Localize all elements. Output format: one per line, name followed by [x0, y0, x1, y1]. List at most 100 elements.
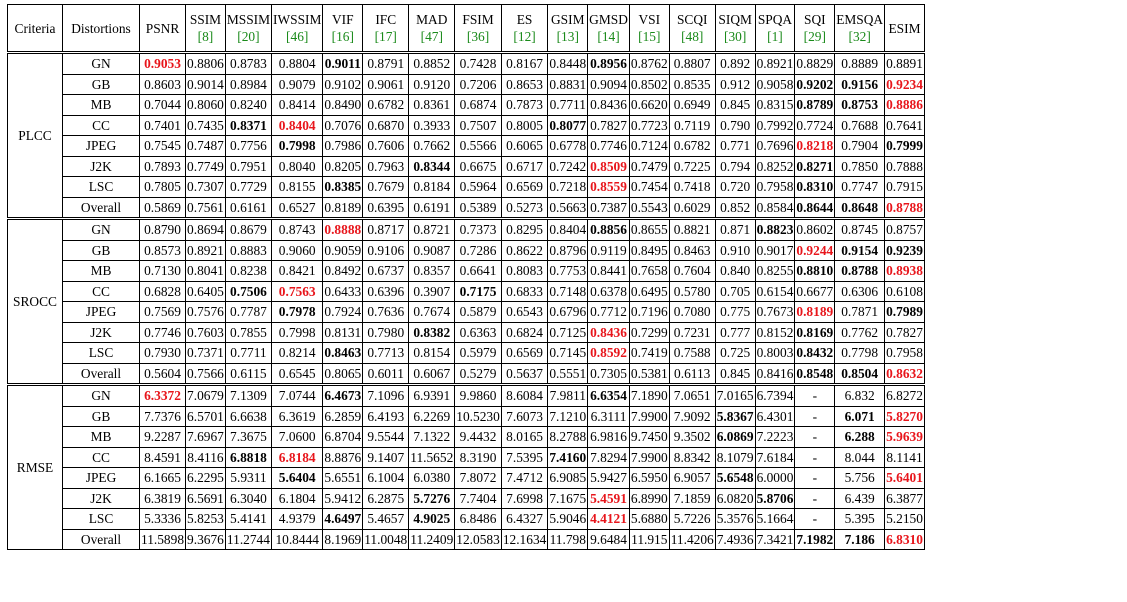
method-citation[interactable]: [32] — [848, 29, 871, 44]
value-cell: 0.7419 — [628, 342, 670, 364]
value-cell: 0.7787 — [224, 301, 273, 323]
value-cell: 8.3190 — [454, 446, 502, 468]
value-cell: 0.7305 — [587, 362, 630, 385]
value-cell: 11.5898 — [138, 528, 187, 550]
table-row: MB 0.7130 0.8041 0.8238 0.8421 0.8492 0.6737 0.… — [8, 260, 925, 282]
value-cell: 0.8385 — [322, 176, 364, 198]
value-cell: 0.7873 — [500, 94, 549, 116]
method-citation[interactable]: [30] — [723, 29, 747, 44]
method-citation[interactable]: [1] — [767, 29, 783, 44]
value-cell: 0.8065 — [322, 362, 364, 385]
value-cell: 0.7805 — [138, 176, 187, 198]
method-header: MAD [47] — [408, 4, 456, 53]
method-name: VIF — [332, 12, 354, 27]
method-citation[interactable]: [15] — [638, 29, 661, 44]
method-citation[interactable]: [12] — [513, 29, 536, 44]
value-cell: 0.8655 — [628, 217, 670, 241]
value-cell: 0.6306 — [834, 280, 886, 302]
method-citation[interactable]: [29] — [803, 29, 826, 44]
value-cell: 7.1675 — [547, 487, 589, 509]
method-name: EMSQA — [836, 12, 884, 27]
value-cell: 6.1804 — [271, 487, 324, 509]
method-citation[interactable]: [47] — [420, 29, 443, 44]
value-cell: 6.0000 — [754, 467, 796, 489]
value-cell: 0.8155 — [271, 176, 324, 198]
value-cell: 0.7746 — [587, 135, 630, 157]
value-cell: 0.8502 — [628, 73, 670, 95]
value-cell: 0.7963 — [362, 155, 410, 177]
value-cell: 0.6782 — [362, 94, 410, 116]
value-cell: - — [794, 487, 836, 509]
value-cell: 0.9234 — [884, 73, 925, 95]
value-cell: 0.8806 — [185, 51, 226, 75]
method-citation[interactable]: [16] — [331, 29, 354, 44]
method-citation[interactable]: [14] — [597, 29, 620, 44]
method-citation[interactable]: [46] — [286, 29, 309, 44]
method-header: VIF [16] — [322, 4, 364, 53]
value-cell: 6.439 — [834, 487, 886, 509]
value-cell: 0.9058 — [754, 73, 796, 95]
value-cell: 0.8404 — [271, 114, 324, 136]
value-cell: 0.8432 — [794, 342, 836, 364]
value-cell: 8.8876 — [322, 446, 364, 468]
value-cell: 0.7641 — [884, 114, 925, 136]
value-cell: 0.8218 — [794, 135, 836, 157]
value-cell: 6.0820 — [714, 487, 756, 509]
value-cell: 0.8509 — [587, 155, 630, 177]
method-citation[interactable]: [8] — [197, 29, 214, 44]
value-cell: 0.8490 — [322, 94, 364, 116]
value-cell: 7.186 — [834, 528, 886, 550]
value-cell: 0.8757 — [884, 217, 925, 241]
value-cell: 0.7958 — [884, 342, 925, 364]
value-cell: 0.7749 — [185, 155, 226, 177]
value-cell: 0.8310 — [794, 176, 836, 198]
value-cell: 7.6184 — [754, 446, 796, 468]
value-cell: 0.7711 — [547, 94, 589, 116]
value-cell: 0.852 — [714, 196, 756, 219]
method-citation[interactable]: [13] — [556, 29, 579, 44]
method-header: ESIM — [884, 4, 925, 53]
distortion-cell: GB — [62, 405, 140, 427]
value-cell: 0.720 — [714, 176, 756, 198]
criteria-cell: SROCC — [7, 217, 63, 385]
value-cell: 0.6870 — [362, 114, 410, 136]
value-cell: 0.8791 — [362, 51, 410, 75]
value-cell: 0.7401 — [138, 114, 187, 136]
value-cell: 0.6778 — [547, 135, 589, 157]
value-cell: 0.8823 — [754, 217, 796, 241]
value-cell: 0.8271 — [794, 155, 836, 177]
value-cell: 0.6065 — [500, 135, 549, 157]
value-cell: 0.7893 — [138, 155, 187, 177]
value-cell: 11.915 — [628, 528, 670, 550]
distortion-cell: CC — [62, 114, 140, 136]
value-cell: 0.5637 — [500, 362, 549, 385]
value-cell: 11.0048 — [362, 528, 410, 550]
value-cell: 0.8060 — [185, 94, 226, 116]
value-cell: 6.3372 — [138, 383, 187, 407]
value-cell: 0.5389 — [454, 196, 502, 219]
value-cell: 0.8492 — [322, 260, 364, 282]
value-cell: 12.0583 — [454, 528, 502, 550]
method-name: SIQM — [718, 12, 752, 27]
value-cell: 0.8788 — [834, 260, 886, 282]
value-cell: 0.6433 — [322, 280, 364, 302]
value-cell: 0.7713 — [362, 342, 410, 364]
value-cell: 0.7506 — [224, 280, 273, 302]
value-cell: 0.6796 — [547, 301, 589, 323]
value-cell: 0.7679 — [362, 176, 410, 198]
table-row: Overall 0.5604 0.7566 0.6115 0.6545 0.8065 0.6… — [8, 362, 925, 385]
method-citation[interactable]: [36] — [466, 29, 490, 44]
method-citation[interactable]: [48] — [681, 29, 704, 44]
method-name: ES — [516, 12, 533, 27]
method-citation[interactable]: [17] — [374, 29, 397, 44]
value-cell: 5.7226 — [668, 508, 716, 530]
value-cell: 0.7658 — [628, 260, 670, 282]
value-cell: 0.840 — [714, 260, 756, 282]
value-cell: 0.8448 — [547, 51, 589, 75]
method-citation[interactable]: [20] — [237, 29, 260, 44]
value-cell: 0.8852 — [408, 51, 456, 75]
table-header-row: Criteria Distortions PSNR SSIM [8] MSSIM [20… — [7, 4, 925, 53]
value-cell: 0.8856 — [587, 217, 630, 241]
method-header: SPQA [1] — [754, 4, 796, 53]
value-cell: 0.7606 — [362, 135, 410, 157]
